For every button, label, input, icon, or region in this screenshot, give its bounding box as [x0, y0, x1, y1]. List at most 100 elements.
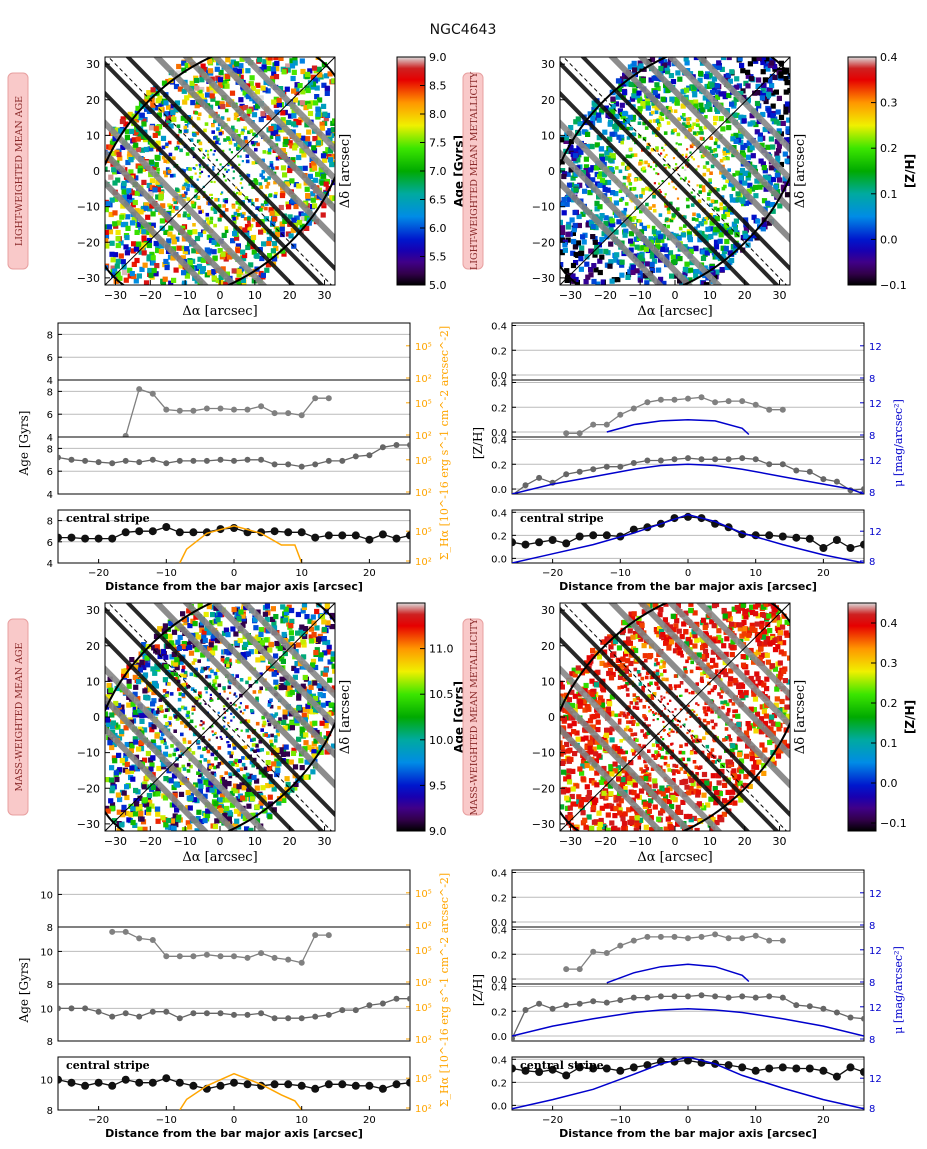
- panel-title-box: MASS-WEIGHTED MEAN AGE: [7, 618, 29, 816]
- data-point-age: [352, 1007, 359, 1014]
- panel-title-bg: [462, 618, 484, 816]
- data-point-zh: [698, 456, 705, 463]
- colorbar-label: [Z/H]: [903, 154, 917, 188]
- data-point-zh: [860, 540, 864, 549]
- data-point-age: [189, 528, 198, 537]
- map-xtick-label: 30: [773, 835, 787, 848]
- data-point-age: [136, 459, 143, 466]
- data-point-zh: [617, 997, 624, 1004]
- map-x-label: Δα [arcsec]: [182, 850, 257, 865]
- colorbar-tick-label: 0.0: [880, 233, 898, 246]
- series-group: [58, 995, 410, 1022]
- stripe-9: [240, 603, 335, 700]
- ytick-label: 8: [47, 444, 53, 455]
- ytick-label: 0.4: [491, 321, 507, 332]
- data-point-zh: [521, 540, 530, 549]
- data-point-zh: [766, 937, 773, 944]
- map-ytick-label: −20: [532, 782, 555, 795]
- colorbar-tick-label: 6.5: [429, 194, 447, 207]
- map-xtick-label: 20: [738, 835, 752, 848]
- data-point-age: [190, 457, 197, 464]
- colorbar-tick-label: 11.0: [429, 643, 454, 656]
- colorbar-tick-label: 8.0: [429, 108, 447, 121]
- data-point-age: [392, 1080, 401, 1089]
- data-point-age: [217, 1010, 224, 1017]
- series-line-mu: [606, 418, 750, 436]
- map-ytick-label: 30: [541, 58, 555, 71]
- colorbar-tick-label: 0.3: [880, 97, 898, 110]
- data-point-age: [378, 530, 387, 539]
- series-group: [512, 1057, 864, 1110]
- profile-row-3: 0.0 0.2 0.4 8 12 central stripe −20 −10 0 10 20Dis…: [491, 508, 882, 593]
- series-group: [563, 931, 786, 984]
- data-point-zh: [562, 1071, 571, 1080]
- minor-axis-line: [107, 603, 333, 831]
- data-point-zh: [684, 1057, 692, 1065]
- colorbar-gradient: [396, 602, 426, 832]
- data-point-age: [109, 1013, 116, 1020]
- right-tick-label: 10⁵: [415, 889, 432, 900]
- data-point-zh: [548, 536, 557, 544]
- map-ytick-label: −30: [77, 272, 100, 285]
- panel-title-text: MASS-WEIGHTED MEAN METALLICITY: [469, 618, 480, 816]
- ytick-label: 0.0: [491, 554, 507, 565]
- data-point-zh: [657, 396, 664, 403]
- data-point-zh: [657, 457, 664, 464]
- map-xtick-label: 10: [248, 289, 262, 302]
- data-point-zh: [766, 993, 773, 1000]
- data-point-age: [324, 531, 333, 540]
- colorbar-tick-label: 9.5: [429, 779, 447, 792]
- row-frame: [57, 869, 411, 928]
- data-point-age: [271, 410, 278, 417]
- ytick-label: 0.4: [491, 925, 507, 936]
- map-y-label: Δδ [arcsec]: [338, 680, 353, 754]
- map-ytick-label: 20: [86, 94, 100, 107]
- map-x-label: Δα [arcsec]: [182, 304, 257, 319]
- right-tick-label: 12: [869, 342, 882, 353]
- data-point-age: [203, 405, 210, 412]
- data-point-age: [339, 457, 346, 464]
- stripe-1: [105, 694, 239, 831]
- stripe-overlay: [105, 603, 335, 831]
- ytick-label: 4: [47, 559, 53, 570]
- ytick-label: 0.4: [491, 1055, 507, 1066]
- colorbar-tick-label: 10.5: [429, 688, 454, 701]
- data-point-age: [243, 1080, 252, 1089]
- xtick-label: 0: [685, 1115, 691, 1126]
- data-point-zh: [819, 1066, 828, 1075]
- profile-row-2: 4 6 8 10² 10⁵: [47, 436, 432, 501]
- ytick-label: 4: [47, 490, 53, 501]
- xtick-label: −10: [156, 568, 177, 579]
- data-point-zh: [575, 1063, 584, 1072]
- data-point-age: [136, 1013, 143, 1020]
- data-point-zh: [563, 471, 570, 478]
- panel-title-bg: [7, 618, 29, 816]
- data-point-zh: [576, 468, 583, 475]
- profile-y-label: [Z/H]: [471, 427, 485, 459]
- data-point-zh: [805, 1064, 814, 1073]
- data-point-zh: [725, 935, 732, 942]
- data-point-age: [271, 1015, 278, 1022]
- stripe-9: [695, 57, 790, 154]
- colorbar-tick-label: 9.0: [429, 51, 447, 64]
- data-point-age: [162, 523, 171, 531]
- data-point-zh: [792, 1064, 801, 1073]
- colorbar: −0.1 0.0 0.1 0.2 0.3 0.4 [Z/H]: [847, 602, 917, 832]
- data-point-age: [67, 1078, 76, 1087]
- data-point-age: [366, 1002, 373, 1009]
- ellipse-outline: [105, 603, 335, 831]
- right-tick-label: 10⁵: [415, 399, 432, 410]
- data-point-zh: [603, 950, 610, 956]
- map-ytick-label: −20: [77, 236, 100, 249]
- data-point-age: [393, 442, 400, 448]
- data-point-age: [325, 1011, 332, 1018]
- stripe-6: [608, 603, 790, 789]
- data-point-age: [217, 456, 224, 463]
- colorbar-tick-label: 7.5: [429, 137, 447, 150]
- data-point-age: [392, 534, 401, 543]
- ytick-label: 8: [47, 923, 53, 934]
- map-xtick-label: −30: [104, 289, 127, 302]
- map-ytick-label: −10: [77, 747, 100, 760]
- right-tick-label: 10⁵: [415, 342, 432, 353]
